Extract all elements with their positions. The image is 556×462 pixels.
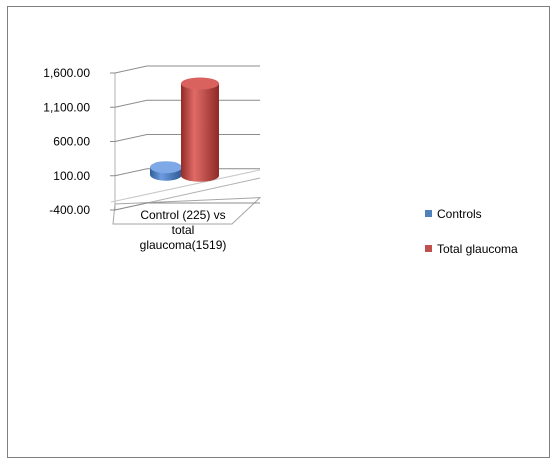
legend-swatch — [425, 245, 432, 252]
y-axis-ticks: 1,600.00 1,100.00 600.00 100.00 -400.00 — [43, 66, 90, 217]
y-tick-label: 100.00 — [53, 169, 90, 183]
legend-item-controls: Controls — [425, 207, 482, 221]
gridline-side — [114, 65, 148, 74]
y-tick-label: 1,100.00 — [43, 100, 90, 114]
y-tick-label: -400.00 — [49, 203, 90, 217]
x-axis-categories: Control (225) vs total glaucoma(1519) — [140, 208, 227, 252]
legend-label: Controls — [437, 207, 482, 221]
bar-total-glaucoma — [181, 77, 219, 182]
y-tick-label: 600.00 — [53, 135, 90, 149]
floor-plate — [112, 197, 262, 225]
bar-controls — [150, 161, 182, 181]
x-category-line: total — [172, 223, 195, 237]
y-tick-label: 1,600.00 — [43, 66, 90, 80]
x-category-label: Control (225) vs total glaucoma(1519) — [140, 208, 227, 252]
bar-top — [181, 77, 219, 90]
gridline-side — [114, 202, 148, 211]
legend-label: Total glaucoma — [437, 242, 518, 256]
bar-body — [181, 83, 219, 182]
chart-frame — [7, 6, 550, 458]
gridline-side — [114, 99, 148, 108]
gridline-side — [114, 133, 148, 142]
legend-item-total-glaucoma: Total glaucoma — [425, 242, 518, 256]
x-category-line: glaucoma(1519) — [140, 238, 227, 252]
floor-edge — [110, 169, 261, 203]
bar-top — [150, 161, 182, 174]
legend-swatch — [425, 210, 432, 217]
x-category-line: Control (225) vs — [140, 208, 225, 222]
gridline-side — [114, 168, 148, 177]
legend: Controls Total glaucoma — [425, 207, 518, 256]
bars — [150, 77, 219, 182]
